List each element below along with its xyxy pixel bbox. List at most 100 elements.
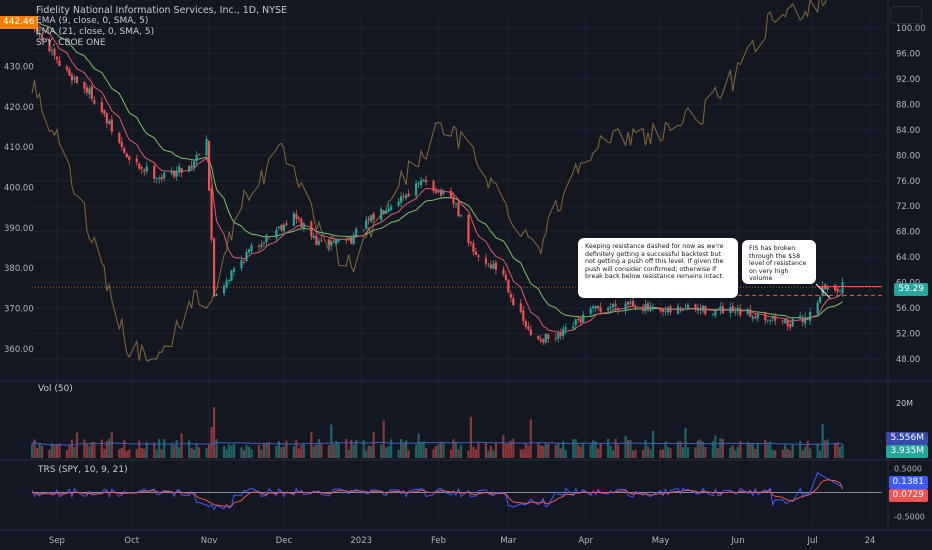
candle	[188, 164, 191, 173]
candle	[212, 237, 216, 297]
volume-bar	[629, 440, 632, 458]
candle	[519, 298, 522, 315]
x-axis-tick-label: Jun	[730, 536, 744, 546]
candle	[631, 297, 635, 307]
volume-bar	[163, 439, 166, 458]
volume-bar	[634, 449, 637, 458]
volume-bar	[644, 439, 647, 458]
candle	[557, 330, 560, 343]
volume-bar	[754, 448, 757, 458]
candle	[574, 318, 577, 331]
volume-bar	[631, 450, 635, 458]
candle	[554, 333, 557, 342]
candle	[402, 193, 405, 201]
volume-bar	[405, 440, 408, 458]
candle	[277, 225, 281, 231]
volume-bar	[509, 440, 512, 458]
spy-compare-line	[31, 0, 827, 362]
candle	[764, 311, 767, 325]
candle	[103, 109, 106, 118]
left-axis-tick-label: 410.00	[4, 143, 34, 153]
candle	[120, 137, 123, 151]
volume-bar	[577, 444, 580, 458]
volume-bar	[390, 439, 393, 458]
candle	[370, 214, 373, 224]
candle	[118, 132, 121, 145]
candle	[387, 203, 390, 213]
volume-bar	[459, 444, 463, 458]
candle	[434, 186, 438, 195]
volume-bar	[719, 438, 722, 458]
volume-bar	[222, 446, 226, 458]
candle	[85, 83, 88, 96]
candle	[442, 189, 445, 196]
candle	[696, 303, 700, 315]
volume-bar	[242, 450, 246, 458]
candle	[542, 337, 545, 345]
volume-bar	[824, 440, 827, 458]
volume-bar	[617, 444, 620, 458]
candle	[320, 235, 323, 243]
volume-bar	[240, 447, 243, 458]
candle	[469, 241, 473, 247]
volume-bar	[315, 444, 318, 458]
callout-breakout-note: FIS has broken through the $58 level of …	[742, 240, 816, 284]
volume-bar	[103, 449, 106, 458]
volume-bar	[784, 444, 787, 458]
candle	[474, 247, 478, 256]
volume-bar	[786, 448, 789, 458]
candle	[247, 248, 251, 255]
volume-bar	[492, 450, 495, 458]
trs-blue-badge: 0.1381	[888, 476, 928, 489]
candle	[624, 300, 627, 316]
volume-bar	[791, 444, 794, 458]
candle	[407, 189, 410, 198]
candle	[504, 270, 507, 282]
volume-bar	[414, 444, 418, 458]
volume-bar	[188, 440, 191, 458]
volume-bar	[734, 450, 737, 458]
right-axis-tick-label: 48.00	[896, 355, 920, 365]
candle	[809, 307, 812, 326]
candle	[614, 300, 617, 312]
left-axis-tick-label: 400.00	[4, 183, 34, 193]
chart-settings-button[interactable]	[890, 6, 922, 24]
right-axis-tick-label: 56.00	[896, 304, 920, 314]
volume-bar	[676, 441, 680, 458]
candle	[225, 277, 228, 289]
candle	[163, 170, 166, 182]
candle	[589, 305, 592, 318]
candle	[609, 302, 612, 311]
volume-bar	[105, 441, 108, 458]
right-axis-tick-label: 92.00	[896, 75, 920, 85]
candle	[262, 240, 266, 248]
volume-bar	[330, 424, 333, 458]
volume-bar	[417, 433, 420, 458]
candle	[833, 284, 837, 293]
volume-bar	[332, 443, 335, 458]
candle	[372, 211, 375, 223]
candle	[437, 190, 440, 193]
volume-bar	[422, 441, 425, 458]
volume-bar	[524, 443, 527, 458]
volume-bar	[55, 444, 59, 458]
compare-legend: SPY, CBOE ONE	[36, 38, 106, 48]
volume-bar	[739, 441, 742, 458]
volume-bar	[327, 445, 330, 458]
volume-bar	[599, 442, 602, 458]
candle	[547, 333, 550, 344]
candle	[58, 55, 61, 67]
candle	[577, 315, 580, 323]
candle	[644, 299, 647, 315]
candle	[55, 56, 59, 64]
candle	[222, 284, 226, 296]
volume-bar	[143, 448, 146, 458]
volume-bar	[432, 449, 435, 458]
volume-bar	[118, 449, 121, 458]
volume-bar	[731, 445, 734, 458]
candle	[422, 178, 425, 182]
candle	[193, 160, 196, 172]
candle	[661, 307, 665, 317]
candle	[836, 285, 839, 295]
